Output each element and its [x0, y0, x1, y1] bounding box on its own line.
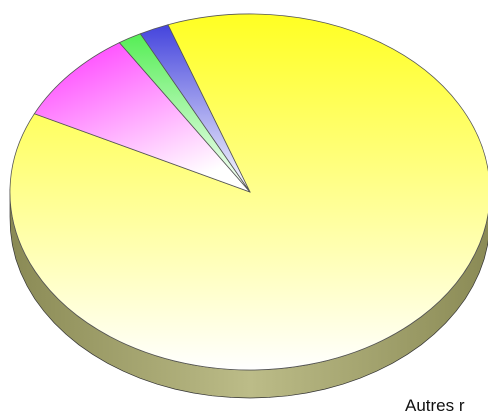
legend-label: Autres r	[383, 394, 471, 416]
slice-magenta	[33, 42, 251, 193]
slice-blue	[139, 24, 251, 193]
